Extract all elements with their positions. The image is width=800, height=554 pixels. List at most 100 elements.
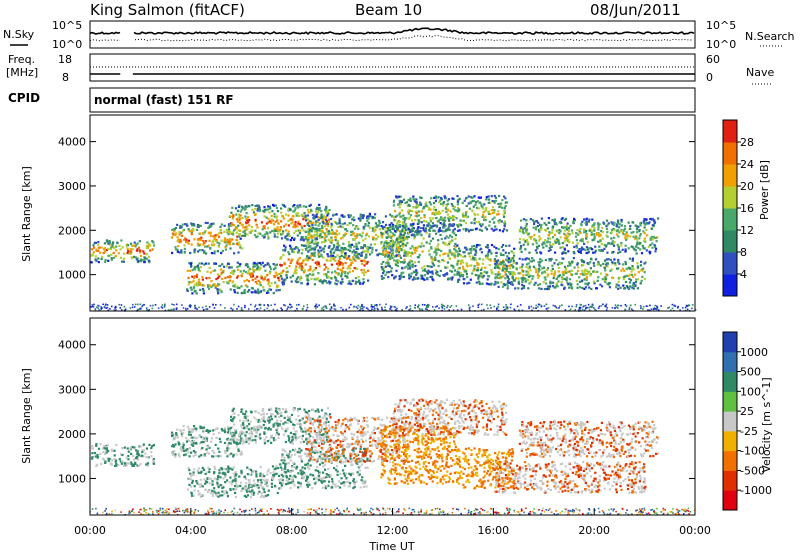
heatmap-cell (285, 274, 288, 277)
heatmap-cell (538, 283, 542, 286)
heatmap-cell (419, 226, 422, 230)
heatmap-cell (605, 234, 608, 237)
heatmap-cell (575, 244, 578, 247)
heatmap-cell (183, 244, 186, 247)
heatmap-cell (309, 244, 312, 248)
heatmap-cell (478, 244, 481, 247)
heatmap-cell (628, 308, 631, 311)
heatmap-cell (203, 250, 206, 253)
heatmap-cell (238, 264, 241, 268)
heatmap-cell (254, 220, 257, 223)
heatmap-cell (499, 263, 503, 266)
heatmap-cell (636, 287, 639, 290)
heatmap-cell (456, 254, 459, 258)
heatmap-cell (411, 229, 414, 233)
heatmap-cell (575, 279, 578, 282)
heatmap-cell (435, 232, 438, 235)
heatmap-cell (510, 257, 513, 260)
heatmap-cell (485, 207, 488, 210)
heatmap-cell (311, 239, 314, 242)
heatmap-cell (525, 263, 528, 266)
heatmap-cell (668, 306, 670, 309)
heatmap-cell (430, 257, 433, 260)
heatmap-cell (258, 262, 261, 265)
heatmap-cell (594, 308, 596, 311)
heatmap-cell (308, 273, 311, 276)
heatmap-cell (421, 250, 424, 253)
heatmap-cell (122, 260, 125, 263)
heatmap-cell (396, 226, 400, 229)
heatmap-cell (320, 210, 323, 213)
heatmap-cell (334, 282, 337, 285)
heatmap-cell (192, 442, 195, 445)
heatmap-cell (392, 216, 395, 219)
heatmap-cell (328, 280, 331, 283)
heatmap-cell (597, 307, 600, 309)
heatmap-cell (358, 279, 361, 282)
heatmap-cell (598, 249, 601, 252)
heatmap-cell (448, 223, 451, 226)
heatmap-cell (608, 282, 611, 285)
heatmap-cell (229, 288, 232, 291)
heatmap-cell (131, 445, 134, 449)
heatmap-cell (438, 201, 441, 204)
heatmap-cell (625, 284, 628, 288)
heatmap-cell (389, 248, 392, 251)
heatmap-cell (355, 257, 358, 260)
heatmap-cell (190, 474, 193, 478)
heatmap-cell (120, 239, 123, 242)
heatmap-cell (545, 282, 548, 285)
heatmap-cell (267, 283, 270, 286)
heatmap-cell (250, 225, 253, 229)
heatmap-cell (195, 480, 198, 483)
heatmap-cell (198, 270, 201, 273)
heatmap-cell (314, 267, 317, 270)
heatmap-cell (451, 231, 454, 234)
heatmap-cell (477, 306, 480, 309)
colorbar-segment (723, 252, 737, 275)
heatmap-cell (330, 277, 333, 280)
heatmap-cell (565, 267, 568, 270)
heatmap-cell (251, 208, 254, 211)
heatmap-cell (398, 248, 401, 251)
heatmap-cell (495, 255, 498, 258)
heatmap-cell (335, 279, 338, 282)
heatmap-cell (248, 224, 251, 227)
heatmap-cell (190, 473, 193, 476)
heatmap-cell (485, 282, 489, 285)
heatmap-cell (397, 195, 401, 198)
heatmap-cell (220, 290, 223, 293)
heatmap-cell (393, 277, 396, 280)
heatmap-cell (518, 241, 521, 244)
heatmap-cell (322, 222, 325, 225)
heatmap-cell (388, 223, 391, 227)
heatmap-cell (105, 448, 108, 451)
heatmap-cell (341, 223, 344, 226)
heatmap-cell (306, 304, 309, 306)
heatmap-cell (586, 241, 589, 244)
heatmap-cell (204, 488, 207, 491)
heatmap-cell (484, 226, 487, 229)
heatmap-cell (190, 233, 193, 236)
heatmap-cell (248, 484, 251, 487)
heatmap-cell (174, 246, 177, 249)
heatmap-cell (236, 220, 239, 223)
heatmap-cell (388, 234, 391, 237)
heatmap-cell (615, 225, 619, 228)
heatmap-cell (565, 224, 568, 228)
heatmap-cell (643, 239, 646, 242)
heatmap-cell (606, 231, 609, 234)
heatmap-cell (439, 233, 442, 237)
heatmap-cell (538, 239, 541, 242)
heatmap-cell (381, 246, 384, 250)
heatmap-cell (136, 248, 139, 251)
heatmap-cell (641, 275, 644, 278)
heatmap-cell (416, 256, 419, 259)
heatmap-cell (241, 223, 244, 226)
heatmap-cell (227, 240, 230, 243)
heatmap-cell (338, 257, 341, 261)
heatmap-cell (481, 223, 484, 226)
heatmap-cell (206, 270, 209, 273)
heatmap-cell (184, 223, 187, 226)
